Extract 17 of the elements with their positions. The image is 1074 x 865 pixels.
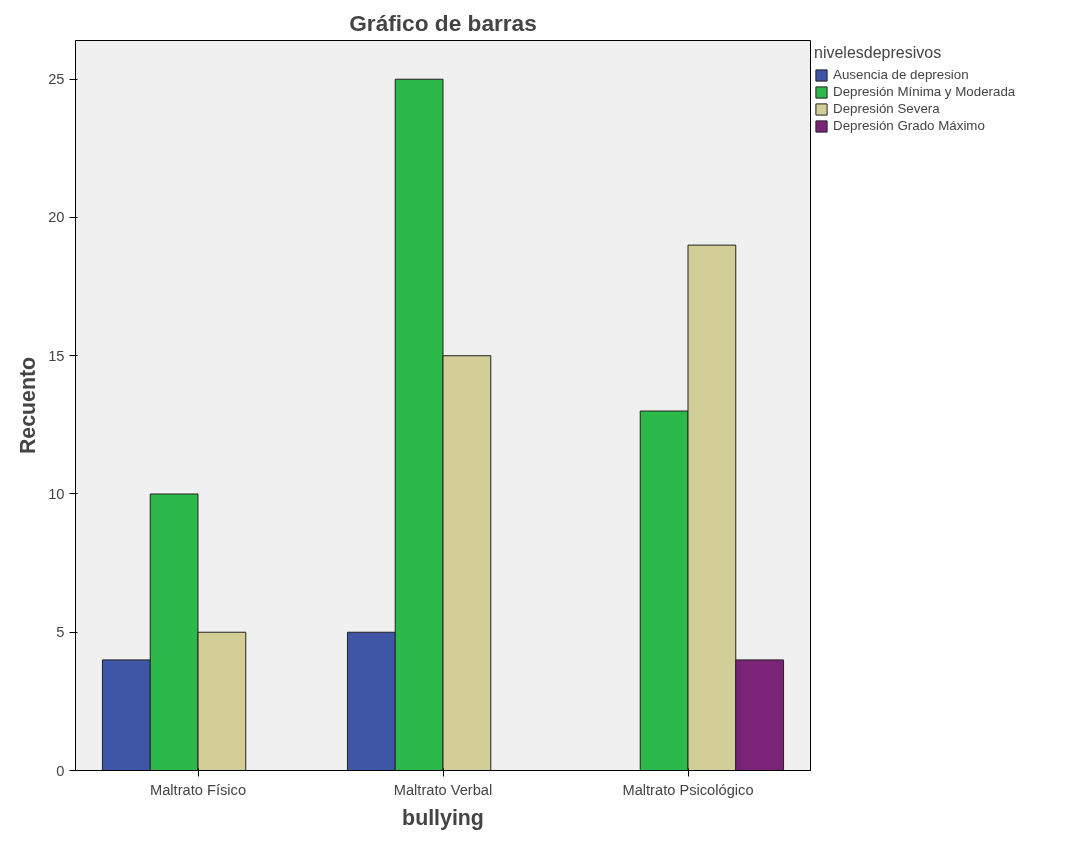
y-tick-label: 0: [56, 762, 65, 779]
legend-label: Depresión Severa: [833, 101, 940, 116]
legend-label: Depresión Grado Máximo: [833, 118, 985, 133]
x-axis-title: bullying: [402, 805, 484, 830]
legend-label: Ausencia de depresion: [833, 67, 969, 82]
y-tick-label: 20: [48, 209, 65, 226]
y-tick-label: 5: [56, 624, 65, 641]
x-tick-label: Maltrato Físico: [149, 781, 247, 798]
y-tick-label: 10: [48, 485, 65, 502]
legend-title: nivelesdepresivos: [814, 44, 943, 62]
x-tick-label: Maltrato Verbal: [393, 781, 493, 798]
x-tick-label: Maltrato Psicológico: [622, 781, 754, 798]
y-tick-label: 15: [48, 347, 65, 364]
legend-label: Depresión Mínima y Moderada: [833, 84, 1016, 99]
chart-title: Gráfico de barras: [349, 9, 537, 36]
y-tick-label: 25: [48, 71, 65, 88]
y-axis-title: Recuento: [16, 356, 41, 455]
